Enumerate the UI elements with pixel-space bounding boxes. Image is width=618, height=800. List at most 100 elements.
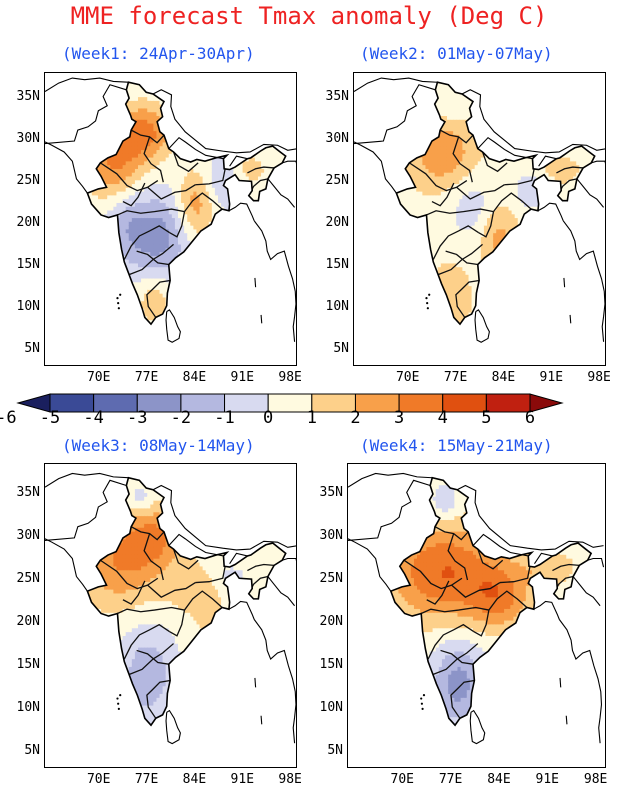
coastline <box>253 619 296 744</box>
lat-tick-label: 10N <box>16 699 40 715</box>
island-dot <box>119 293 122 296</box>
state-boundary <box>123 225 170 260</box>
lat-tick-label: 10N <box>319 699 343 715</box>
state-boundary <box>100 559 159 590</box>
state-boundary <box>136 250 169 266</box>
coastline <box>229 155 248 167</box>
lon-tick-label: 91E <box>535 772 560 787</box>
state-boundary <box>499 564 531 584</box>
lon-tick-label: 84E <box>182 370 207 385</box>
state-boundary <box>426 208 494 216</box>
lon-tick-label: 84E <box>491 370 516 385</box>
lon-tick-label: 98E <box>583 772 608 787</box>
state-boundary <box>426 580 450 605</box>
state-boundary <box>450 679 475 719</box>
state-boundary <box>123 623 170 660</box>
state-boundary <box>431 182 455 207</box>
colorbar-tick-label: 3 <box>393 408 405 428</box>
coastline <box>559 677 562 688</box>
state-boundary <box>473 609 490 637</box>
map-panel-week1 <box>44 72 297 366</box>
coastline <box>254 277 257 288</box>
state-boundary <box>447 533 469 581</box>
coastline <box>253 220 296 342</box>
lon-tick-label: 70E <box>395 370 420 385</box>
anomaly-field <box>390 477 592 726</box>
island-dot <box>420 702 424 705</box>
state-boundary <box>146 279 171 318</box>
lat-tick-label: 10N <box>16 299 40 315</box>
map-canvas <box>45 77 296 343</box>
panel-2-subtitle: (Week2: 01May-07May) <box>360 44 553 63</box>
coastline <box>45 141 88 194</box>
state-boundary <box>492 192 532 212</box>
lon-tick-label: 98E <box>278 370 302 385</box>
lon-tick-label: 70E <box>390 772 414 787</box>
coastline <box>456 484 604 551</box>
lat-tick-label: 5N <box>333 341 349 357</box>
lat-tick-label: 25N <box>325 173 349 189</box>
state-boundary <box>122 182 146 207</box>
colorbar-tick-label: 1 <box>306 408 317 428</box>
coastline <box>45 472 129 488</box>
lat-tick-label: 20N <box>319 613 343 629</box>
island-dot <box>428 293 431 296</box>
state-boundary <box>432 225 479 260</box>
lat-tick-label: 30N <box>325 131 349 147</box>
state-boundary <box>456 184 505 200</box>
state-boundary <box>420 606 490 615</box>
colorbar-tick-label: -1 <box>214 408 235 428</box>
state-boundary <box>247 166 275 174</box>
colorbar-tick-label: -6 <box>0 408 17 428</box>
coastline <box>260 715 263 725</box>
lat-tick-label: 10N <box>325 299 349 315</box>
island-dot <box>420 697 423 700</box>
state-boundary <box>451 582 501 598</box>
map-canvas <box>354 77 605 343</box>
lon-tick-label: 91E <box>230 370 255 385</box>
lat-tick-label: 20N <box>16 613 40 629</box>
lat-tick-label: 20N <box>325 215 349 231</box>
state-boundary <box>552 563 580 572</box>
island-dot <box>116 697 119 700</box>
island-dot <box>426 307 429 310</box>
panel-4-subtitle: (Week4: 15May-21May) <box>360 436 553 455</box>
coastline <box>587 557 605 568</box>
island-dot <box>117 707 120 710</box>
coastline <box>168 136 224 160</box>
lon-tick-label: 91E <box>230 772 255 787</box>
lat-tick-label: 15N <box>325 257 349 273</box>
coastline <box>228 202 255 222</box>
state-boundary <box>183 590 223 611</box>
state-boundary <box>147 184 196 200</box>
map-panel-week2 <box>353 72 606 366</box>
coastline <box>354 77 438 92</box>
state-boundary <box>195 166 227 186</box>
state-boundary <box>169 211 186 238</box>
coastline <box>260 314 263 324</box>
map-canvas <box>348 472 605 745</box>
coastline <box>282 160 296 164</box>
island-dot <box>422 694 426 697</box>
state-boundary <box>556 166 584 174</box>
coastline <box>254 677 257 688</box>
map-canvas <box>45 472 296 745</box>
state-boundary <box>445 250 478 266</box>
map-panel-week3 <box>44 463 297 768</box>
figure-title: MME forecast Tmax anomaly (Deg C) <box>70 2 548 30</box>
lon-tick-label: 98E <box>278 772 302 787</box>
coastline <box>229 552 248 564</box>
lat-tick-label: 15N <box>16 656 40 672</box>
coastline <box>348 538 392 592</box>
colorbar <box>16 393 564 413</box>
state-boundary <box>117 208 185 216</box>
anomaly-field <box>87 82 286 325</box>
colorbar-tick-label: 6 <box>524 408 536 428</box>
colorbar-tick-label: 5 <box>481 408 492 428</box>
coastline <box>474 309 490 343</box>
island-dot <box>116 297 119 300</box>
coastline <box>562 220 605 342</box>
coastline <box>228 600 255 620</box>
lon-tick-label: 77E <box>134 370 159 385</box>
coastline <box>565 715 568 725</box>
